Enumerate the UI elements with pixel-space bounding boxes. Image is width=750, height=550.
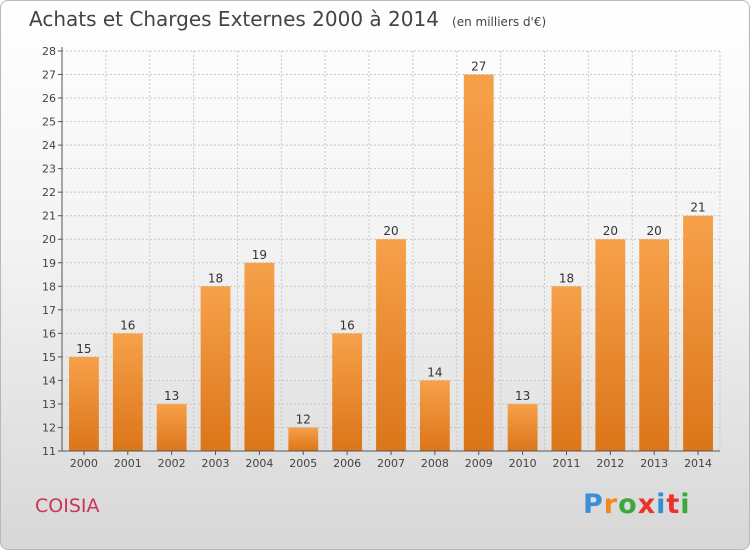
y-tick-label: 18 — [42, 280, 56, 293]
brand-letter: i — [680, 489, 691, 520]
x-tick-label: 2012 — [596, 457, 624, 470]
axes — [58, 47, 720, 455]
brand-letter: t — [666, 489, 681, 520]
data-label: 16 — [339, 318, 354, 332]
bar — [156, 403, 187, 451]
x-tick-label: 2000 — [70, 457, 98, 470]
x-tick-label: 2001 — [114, 457, 142, 470]
y-tick-label: 14 — [42, 374, 56, 387]
y-tick-label: 19 — [42, 257, 56, 270]
y-tick-label: 24 — [42, 139, 56, 152]
bar — [595, 239, 626, 451]
data-label: 20 — [383, 224, 398, 238]
x-tick-label: 2002 — [158, 457, 186, 470]
labels: 11 12 13 14 15 16 17 18 19 20 21 22 23 24 25 26 27 28 15 20… — [42, 45, 712, 470]
y-tick-label: 12 — [42, 421, 56, 434]
x-tick-label: 2010 — [509, 457, 537, 470]
data-label: 18 — [208, 271, 223, 285]
x-tick-label: 2014 — [684, 457, 712, 470]
x-tick-label: 2011 — [552, 457, 580, 470]
data-label: 15 — [76, 342, 91, 356]
x-tick-label: 2009 — [465, 457, 493, 470]
data-label: 21 — [690, 201, 705, 215]
data-label: 19 — [252, 248, 267, 262]
x-tick-label: 2013 — [640, 457, 668, 470]
x-tick-label: 2007 — [377, 457, 405, 470]
bars — [69, 74, 713, 451]
chart-unit: (en milliers d'€) — [452, 15, 547, 29]
x-tick-label: 2008 — [421, 457, 449, 470]
y-tick-label: 28 — [42, 45, 56, 58]
y-tick-label: 25 — [42, 116, 56, 129]
data-label: 13 — [164, 389, 179, 403]
y-tick-label: 17 — [42, 304, 56, 317]
y-tick-label: 23 — [42, 163, 56, 176]
y-tick-label: 16 — [42, 327, 56, 340]
bar — [376, 239, 406, 451]
x-tick-label: 2003 — [202, 457, 230, 470]
bar — [639, 239, 670, 451]
y-tick-label: 13 — [42, 398, 56, 411]
bar — [112, 333, 143, 451]
data-label: 14 — [427, 365, 442, 379]
y-tick-label: 15 — [42, 351, 56, 364]
brand-letter: o — [618, 489, 638, 520]
place-name: COISIA — [35, 495, 100, 517]
bar — [69, 356, 99, 451]
bar — [463, 74, 494, 451]
bar — [332, 333, 363, 451]
data-label: 16 — [120, 318, 135, 332]
chart-title: Achats et Charges Externes 2000 à 2014 — [29, 7, 439, 31]
bar — [244, 262, 275, 451]
bar — [200, 286, 231, 451]
y-tick-label: 26 — [42, 92, 56, 105]
y-tick-label: 21 — [42, 210, 56, 223]
y-tick-label: 20 — [42, 233, 56, 246]
bar — [683, 215, 713, 451]
brand-letter: i — [656, 489, 667, 520]
data-label: 20 — [647, 224, 662, 238]
brand-letter: r — [603, 489, 619, 520]
x-tick-label: 2004 — [245, 457, 273, 470]
bar — [419, 380, 450, 451]
y-tick-label: 11 — [42, 445, 56, 458]
x-tick-label: 2006 — [333, 457, 361, 470]
bar — [551, 286, 582, 451]
x-tick-label: 2005 — [289, 457, 317, 470]
data-label: 12 — [296, 412, 311, 426]
y-tick-label: 27 — [42, 69, 56, 82]
bar — [288, 427, 319, 451]
data-label: 27 — [471, 60, 486, 74]
brand-letter: P — [583, 489, 604, 520]
brand-letter: x — [637, 489, 657, 520]
data-label: 18 — [559, 271, 574, 285]
chart-title-block: Achats et Charges Externes 2000 à 2014 (… — [29, 7, 546, 31]
brand-logo[interactable]: Proxiti — [583, 489, 691, 520]
data-label: 20 — [603, 224, 618, 238]
y-tick-label: 22 — [42, 186, 56, 199]
data-label: 13 — [515, 389, 530, 403]
bar — [507, 403, 538, 451]
